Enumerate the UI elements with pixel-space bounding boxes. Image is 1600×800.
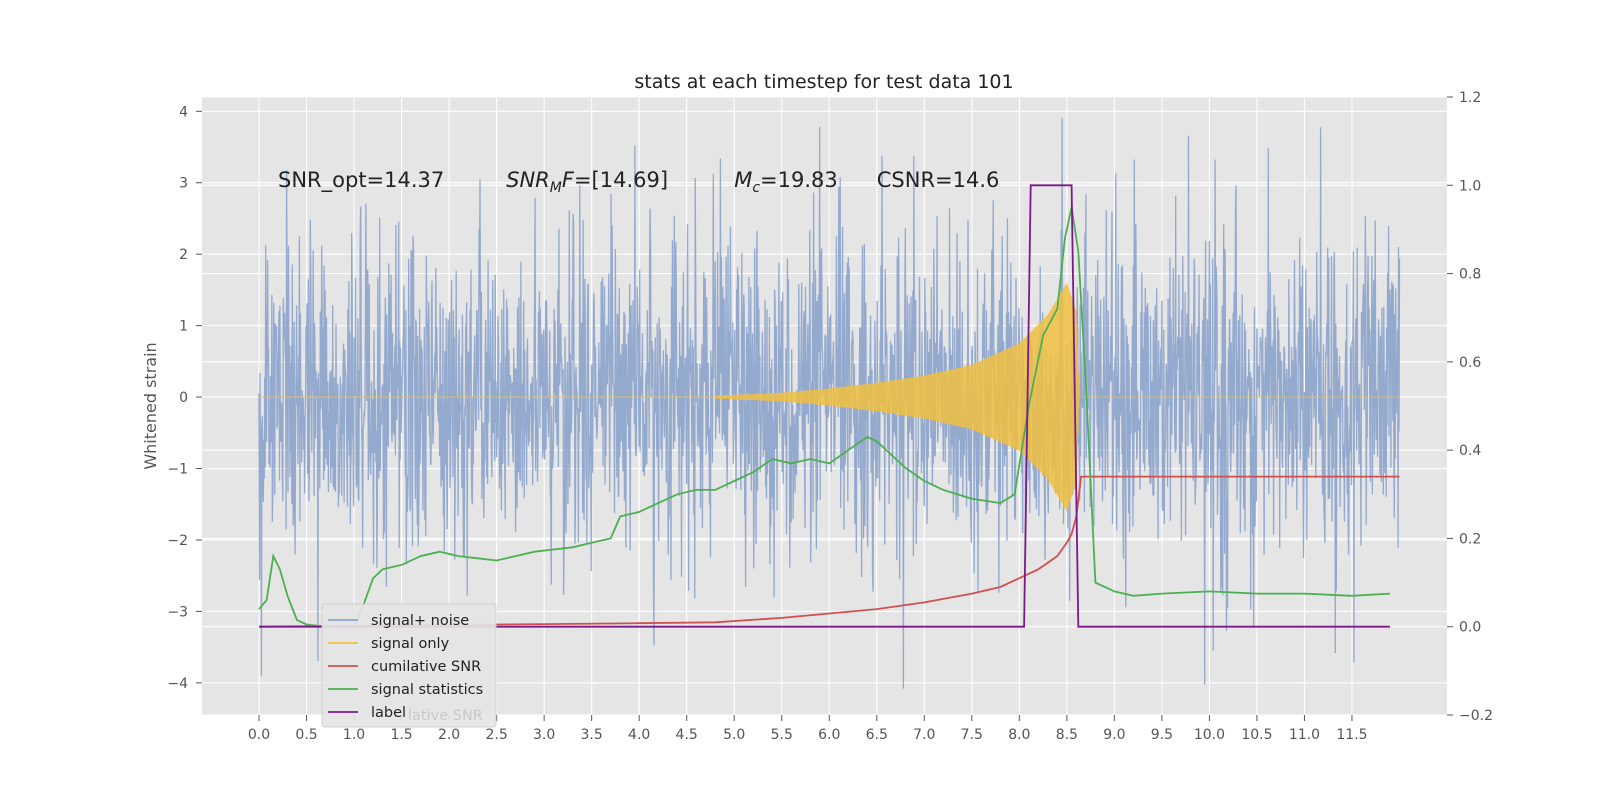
y2-tick-label: −0.2	[1459, 708, 1493, 724]
y-tick-label: 4	[179, 104, 188, 120]
x-tick-label: 7.0	[913, 727, 935, 743]
legend-box	[321, 603, 497, 728]
label-line	[259, 184, 1390, 628]
x-tick-label: 3.0	[533, 727, 555, 743]
x-tick-label: 9.0	[1103, 727, 1125, 743]
x-tick-label: 11.5	[1336, 727, 1367, 743]
legend-ghost-text: lative SNR	[408, 708, 483, 724]
x-tick-label: 6.5	[866, 727, 888, 743]
signal-only-line	[714, 283, 1400, 512]
x-tick-label: 8.5	[1056, 727, 1078, 743]
line-series	[258, 184, 1400, 628]
y-tick-label: −3	[167, 604, 188, 620]
x-tick-label: 6.0	[818, 727, 840, 743]
x-tick-label: 1.0	[343, 727, 365, 743]
y-axis-label: Whitened strain	[141, 342, 160, 469]
y-tick-label: −4	[167, 676, 188, 692]
x-tick-label: 5.5	[771, 727, 793, 743]
x-tick-label: 2.0	[438, 727, 460, 743]
x-tick-label: 1.5	[390, 727, 412, 743]
legend-entry-label: signal+ noise	[371, 613, 469, 629]
y2-tick-label: 0.4	[1459, 443, 1481, 459]
signal-noise-line	[258, 117, 1401, 689]
annotation-3: Mc=19.83	[734, 168, 838, 196]
x-tick-label: 0.5	[295, 727, 317, 743]
signal-only-series	[259, 283, 1400, 512]
x-tick-label: 10.0	[1194, 727, 1225, 743]
signal-statistics-line	[258, 207, 1391, 628]
chart-title: stats at each timestep for test data 101	[634, 71, 1013, 93]
x-tick-label: 11.0	[1289, 727, 1320, 743]
x-tick-label: 8.0	[1008, 727, 1030, 743]
y-tick-label: 3	[179, 176, 188, 192]
x-tick-label: 9.5	[1151, 727, 1173, 743]
y2-tick-label: 1.2	[1459, 90, 1481, 106]
noise-series	[258, 117, 1401, 689]
cumilative-snr-line	[258, 475, 1400, 628]
y-tick-label: 1	[179, 319, 188, 335]
legend-entry-label: label	[371, 705, 406, 721]
y-tick-label: −2	[167, 533, 188, 549]
y-tick-label: −1	[167, 462, 188, 478]
legend: lative SNR signal+ noise signal only cumila…	[321, 603, 497, 728]
annotation-4: CSNR=14.6	[877, 168, 1000, 192]
y2-tick-label: 0.0	[1459, 620, 1481, 636]
x-tick-label: 0.0	[248, 727, 270, 743]
x-tick-label: 3.5	[581, 727, 603, 743]
y-tick-label: 2	[179, 247, 188, 263]
y2-tick-label: 0.6	[1459, 355, 1481, 371]
legend-entry-label: signal only	[371, 636, 450, 652]
x-tick-label: 10.5	[1241, 727, 1272, 743]
x-tick-label: 7.5	[961, 727, 983, 743]
axes: 0.0 0.5 1.0 1.5 2.0 2.5 3.0 3.5 4.0 4.5 5.0 5.5 6.0 6…	[167, 90, 1493, 743]
x-tick-label: 2.5	[485, 727, 507, 743]
x-tick-label: 4.0	[628, 727, 650, 743]
annotation-1: SNR_opt=14.37	[278, 168, 444, 193]
legend-entry-label: signal statistics	[371, 682, 483, 698]
y2-tick-label: 0.8	[1459, 267, 1481, 283]
annotations: SNR_opt=14.37 SNRMF=[14.69] Mc=19.83 CSNR=1…	[278, 168, 999, 196]
y-tick-label: 0	[179, 390, 188, 406]
legend-entry-label: cumilative SNR	[371, 659, 481, 675]
y2-tick-label: 1.0	[1459, 178, 1481, 194]
annotation-2: SNRMF=[14.69]	[506, 168, 668, 196]
y2-tick-label: 0.2	[1459, 531, 1481, 547]
x-tick-label: 5.0	[723, 727, 745, 743]
x-tick-label: 4.5	[676, 727, 698, 743]
